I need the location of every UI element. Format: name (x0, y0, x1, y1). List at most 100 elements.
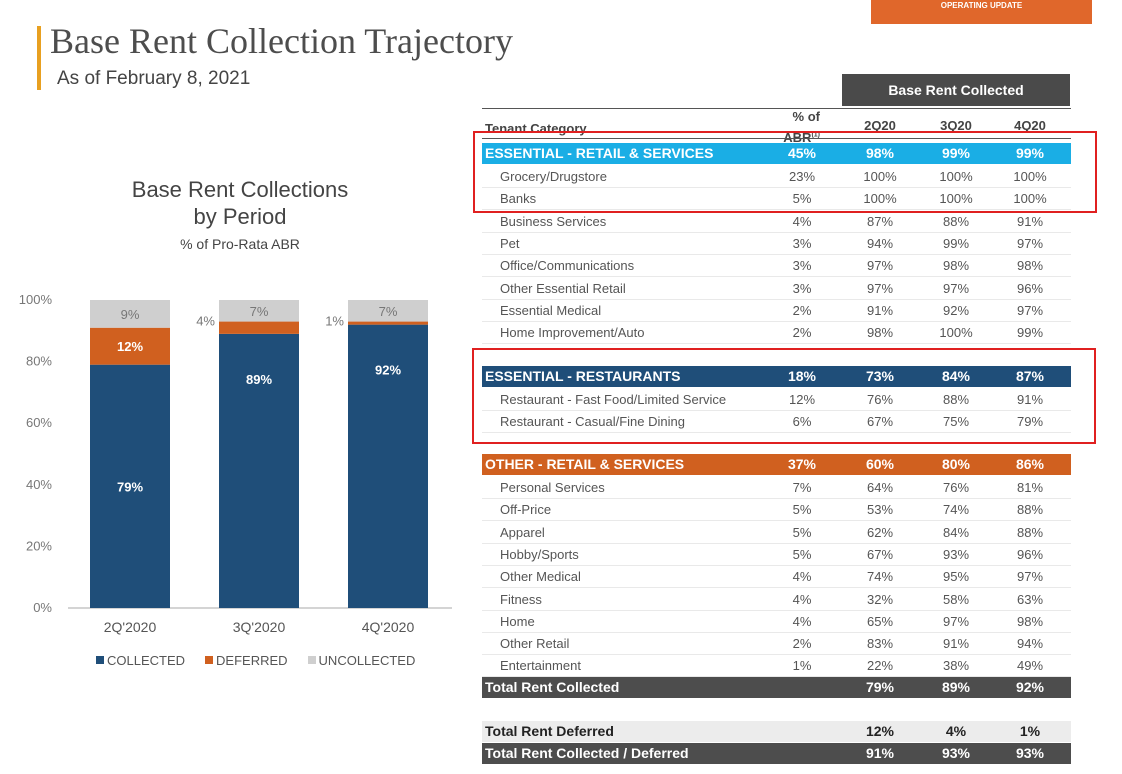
bar-segment-deferred (348, 321, 428, 325)
cell-3q20: 80% (941, 456, 971, 472)
table-row-other-retail-8: Entertainment 1% 22% 38% 49% (482, 655, 1071, 678)
table-row-other-retail-3: Hobby/Sports 5% 67% 93% 96% (482, 544, 1071, 566)
legend-item-uncollected: UNCOLLECTED (307, 653, 415, 668)
table-row-essential-retail-2: Business Services 4% 87% 88% 91% (482, 211, 1071, 233)
cell-4q20: 98% (1016, 613, 1044, 629)
table-row-total-deferred: Total Rent Deferred 12% 4% 1% (482, 721, 1071, 742)
highlight-box-essential-retail (473, 131, 1097, 213)
category-label: 3Q'2020 (233, 619, 286, 635)
cell-4q20: 99% (1016, 325, 1044, 341)
cell-2q20: 12% (865, 723, 895, 739)
table-row-essential-retail-5: Other Essential Retail 3% 97% 97% 96% (482, 278, 1071, 300)
cell-abr: 3% (792, 280, 812, 296)
cell-4q20: 88% (1016, 502, 1044, 518)
cell-abr: 3% (792, 235, 812, 251)
cell-3q20: 84% (942, 524, 970, 540)
bar-segment-deferred (219, 321, 299, 334)
cell-category: ESSENTIAL - RETAIL & SERVICES (485, 145, 714, 161)
cell-3q20: 100% (939, 325, 973, 341)
cell-category: Total Rent Deferred (485, 723, 614, 739)
cell-abr: 6% (792, 414, 812, 430)
legend-item-collected: COLLECTED (96, 653, 185, 668)
table-row-essential-restaurants-band: ESSENTIAL - RESTAURANTS 18% 73% 84% 87% (482, 366, 1071, 387)
cell-2q20: 74% (866, 569, 894, 585)
data-label-uncollected: 7% (250, 304, 269, 319)
cell-2q20: 91% (865, 745, 895, 761)
cell-4q20: 92% (1015, 679, 1045, 695)
data-label-collected: 92% (375, 363, 401, 378)
cell-3q20: 93% (941, 745, 971, 761)
bar-segment-collected (348, 324, 428, 608)
cell-3q20: 95% (942, 569, 970, 585)
cell-abr: 4% (792, 569, 812, 585)
cell-category: Other Medical (500, 569, 581, 585)
cell-3q20: 93% (942, 546, 970, 562)
highlight-box-essential-restaurants (472, 348, 1096, 444)
cell-category: Hobby/Sports (500, 546, 579, 562)
cell-category: Grocery/Drugstore (500, 169, 607, 184)
cell-2q20: 76% (866, 392, 894, 407)
cell-category: Office/Communications (500, 258, 635, 274)
cell-3q20: 99% (941, 145, 971, 161)
cell-category: Fitness (500, 591, 542, 607)
cell-2q20: 97% (866, 258, 894, 274)
cell-4q20: 94% (1016, 636, 1044, 652)
cell-category: Pet (500, 235, 520, 251)
cell-abr: 2% (792, 636, 812, 652)
cell-2q20: 97% (866, 280, 894, 296)
cell-2q20: 98% (866, 325, 894, 341)
table-row-other-retail-6: Home 4% 65% 97% 98% (482, 611, 1071, 633)
cell-category: OTHER - RETAIL & SERVICES (485, 456, 685, 472)
table-row-total-collected-deferred: Total Rent Collected / Deferred 91% 93% 93% (482, 743, 1071, 764)
table-row-essential-retail-1: Banks 5% 100% 100% 100% (482, 188, 1071, 211)
cell-category: Home Improvement/Auto (500, 325, 645, 341)
cell-4q20: 97% (1016, 302, 1044, 318)
y-tick-label: 40% (26, 477, 52, 492)
cell-3q20: 76% (942, 480, 970, 495)
table-header-row: Tenant Category % of ABR(1) 2Q20 3Q20 4Q… (482, 109, 1071, 145)
col-header-4q20: 4Q20 (1014, 118, 1046, 133)
data-label-deferred: 4% (196, 314, 215, 329)
cell-4q20: 96% (1016, 280, 1044, 296)
cell-3q20: 100% (939, 191, 973, 207)
y-tick-label: 80% (26, 354, 52, 369)
cell-3q20: 99% (942, 235, 970, 251)
cell-3q20: 100% (939, 169, 973, 184)
cell-3q20: 38% (942, 658, 970, 674)
y-tick-label: 60% (26, 415, 52, 430)
category-label: 4Q'2020 (362, 619, 415, 635)
y-tick-label: 20% (26, 538, 52, 553)
table-row-essential-retail-6: Essential Medical 2% 91% 92% 97% (482, 300, 1071, 322)
table-row-essential-retail-3: Pet 3% 94% 99% 97% (482, 233, 1071, 255)
legend-label-collected: COLLECTED (107, 653, 186, 668)
cell-4q20: 100% (1013, 169, 1047, 184)
cell-2q20: 64% (866, 480, 894, 495)
table-row-essential-retail-4: Office/Communications 3% 97% 98% 98% (482, 255, 1071, 278)
page-subtitle: As of February 8, 2021 (57, 68, 251, 89)
table-row-other-retail-7: Other Retail 2% 83% 91% 94% (482, 633, 1071, 656)
cell-4q20: 91% (1016, 392, 1044, 407)
table-row-essential-retail-0: Grocery/Drugstore 23% 100% 100% 100% (482, 166, 1071, 188)
cell-4q20: 88% (1016, 524, 1044, 540)
legend-swatch-deferred (205, 656, 214, 664)
cell-3q20: 74% (942, 502, 970, 518)
cell-abr: 18% (787, 368, 817, 384)
cell-abr: 12% (788, 392, 816, 407)
cell-2q20: 22% (866, 658, 894, 674)
cell-category: Essential Medical (500, 302, 602, 318)
cell-3q20: 98% (942, 258, 970, 274)
cell-4q20: 81% (1016, 480, 1044, 495)
cell-2q20: 79% (865, 679, 895, 695)
category-label: 2Q'2020 (104, 619, 157, 635)
cell-abr: 3% (792, 258, 812, 274)
data-label-collected: 89% (246, 372, 272, 387)
cell-abr: 4% (792, 591, 812, 607)
cell-3q20: 92% (942, 302, 970, 318)
table-row-other-retail-2: Apparel 5% 62% 84% 88% (482, 522, 1071, 544)
cell-category: Total Rent Collected / Deferred (485, 745, 689, 761)
table-row-other-retail-0: Personal Services 7% 64% 76% 81% (482, 477, 1071, 499)
cell-3q20: 91% (942, 636, 970, 652)
stacked-bar-chart: 0% 20% 40% 60% 80% 100% 2Q'2020 3Q'2020 4Q'2020 7… (19, 292, 452, 635)
table-row-other-retail-band: OTHER - RETAIL & SERVICES 37% 60% 80% 86% (482, 454, 1071, 475)
cell-2q20: 94% (866, 235, 894, 251)
